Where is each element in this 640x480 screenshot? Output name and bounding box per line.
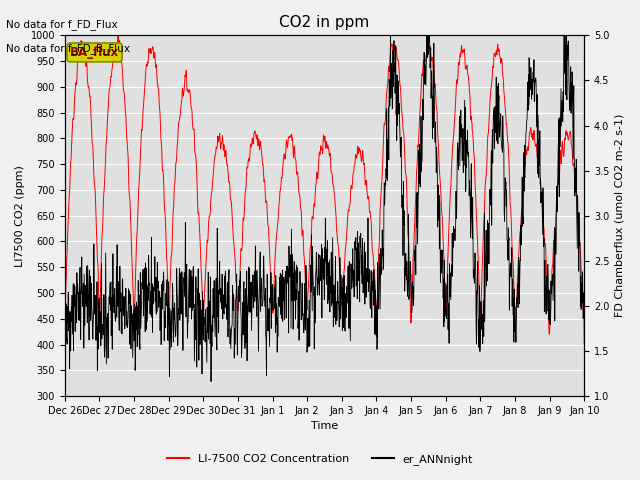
Text: No data for f_FD_B_Flux: No data for f_FD_B_Flux [6,43,131,54]
Line: LI-7500 CO2 Concentration: LI-7500 CO2 Concentration [65,36,584,344]
Title: CO2 in ppm: CO2 in ppm [280,15,370,30]
er_ANNnight [357,230,365,236]
LI-7500 CO2 Concentration [357,152,365,158]
Y-axis label: LI7500 CO2 (ppm): LI7500 CO2 (ppm) [15,165,25,267]
er_ANNnight [387,33,394,38]
LI-7500 CO2 Concentration [282,153,289,159]
LI-7500 CO2 Concentration [123,129,131,134]
Text: BA_flux: BA_flux [70,46,119,59]
Line: er_ANNnight: er_ANNnight [65,36,584,382]
er_ANNnight [302,321,310,327]
LI-7500 CO2 Concentration [302,281,310,287]
er_ANNnight [61,294,68,300]
er_ANNnight [292,297,300,303]
Legend: LI-7500 CO2 Concentration, er_ANNnight: LI-7500 CO2 Concentration, er_ANNnight [163,450,477,469]
LI-7500 CO2 Concentration [61,313,68,319]
er_ANNnight [207,379,215,384]
LI-7500 CO2 Concentration [101,168,109,173]
LI-7500 CO2 Concentration [580,341,588,347]
er_ANNnight [282,268,289,274]
er_ANNnight [122,288,130,293]
er_ANNnight [580,302,588,308]
LI-7500 CO2 Concentration [115,33,122,38]
Y-axis label: FD Chamberflux (umol CO2 m-2 s-1): FD Chamberflux (umol CO2 m-2 s-1) [615,114,625,317]
Text: No data for f_FD_Flux: No data for f_FD_Flux [6,19,118,30]
LI-7500 CO2 Concentration [292,165,300,171]
X-axis label: Time: Time [311,421,338,432]
er_ANNnight [101,343,109,349]
